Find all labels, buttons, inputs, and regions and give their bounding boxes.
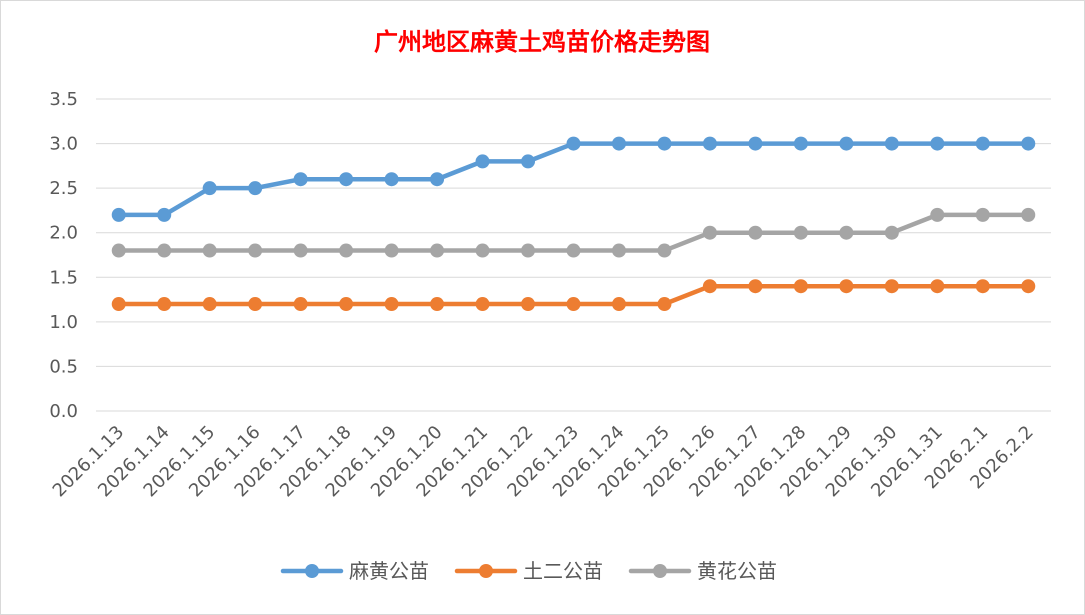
data-point[interactable] (702, 136, 717, 151)
y-axis-ticks: 0.0 0.5 1.0 1.5 2.0 2.5 3.0 3.5 (49, 89, 78, 422)
y-tick-label: 1.0 (49, 312, 78, 333)
data-point[interactable] (384, 172, 399, 187)
y-tick-label: 3.5 (49, 89, 78, 110)
data-point[interactable] (657, 243, 672, 258)
data-point[interactable] (248, 181, 263, 196)
data-point[interactable] (339, 297, 354, 312)
data-point[interactable] (1021, 207, 1036, 222)
y-tick-label: 2.5 (49, 178, 78, 199)
data-point[interactable] (430, 297, 445, 312)
data-point[interactable] (430, 243, 445, 258)
data-point[interactable] (793, 225, 808, 240)
series-layer (111, 136, 1036, 312)
data-point[interactable] (293, 243, 308, 258)
data-point[interactable] (611, 297, 626, 312)
data-point[interactable] (839, 225, 854, 240)
x-axis-ticks: 2026.1.132026.1.142026.1.152026.1.162026… (49, 422, 1038, 502)
series-1 (111, 136, 1036, 222)
data-point[interactable] (839, 136, 854, 151)
data-point[interactable] (975, 136, 990, 151)
data-point[interactable] (748, 225, 763, 240)
data-point[interactable] (748, 279, 763, 294)
data-point[interactable] (339, 243, 354, 258)
series-2 (111, 279, 1036, 312)
data-point[interactable] (748, 136, 763, 151)
data-point[interactable] (793, 279, 808, 294)
legend-label: 土二公苗 (523, 559, 603, 583)
data-point[interactable] (566, 243, 581, 258)
data-point[interactable] (384, 243, 399, 258)
data-point[interactable] (884, 136, 899, 151)
data-point[interactable] (202, 297, 217, 312)
data-point[interactable] (475, 243, 490, 258)
data-point[interactable] (930, 279, 945, 294)
data-point[interactable] (157, 207, 172, 222)
data-point[interactable] (611, 243, 626, 258)
data-point[interactable] (248, 243, 263, 258)
data-point[interactable] (430, 172, 445, 187)
data-point[interactable] (566, 297, 581, 312)
data-point[interactable] (293, 297, 308, 312)
legend-item[interactable]: 黄花公苗 (628, 559, 777, 583)
y-tick-label: 2.0 (49, 223, 78, 244)
data-point[interactable] (884, 279, 899, 294)
data-point[interactable] (657, 297, 672, 312)
data-point[interactable] (521, 243, 536, 258)
data-point[interactable] (930, 207, 945, 222)
y-tick-label: 3.0 (49, 134, 78, 155)
data-point[interactable] (293, 172, 308, 187)
legend[interactable]: 麻黄公苗 土二公苗 黄花公苗 (280, 559, 777, 583)
y-tick-label: 1.5 (49, 267, 78, 288)
data-point[interactable] (975, 207, 990, 222)
legend-swatch-marker (305, 564, 319, 578)
data-point[interactable] (521, 154, 536, 169)
series-3 (111, 207, 1036, 258)
chart-title: 广州地区麻黄土鸡苗价格走势图 (374, 28, 710, 56)
data-point[interactable] (202, 243, 217, 258)
data-point[interactable] (111, 297, 126, 312)
data-point[interactable] (475, 154, 490, 169)
data-point[interactable] (157, 297, 172, 312)
data-point[interactable] (111, 207, 126, 222)
data-point[interactable] (384, 297, 399, 312)
legend-item[interactable]: 土二公苗 (454, 559, 603, 583)
data-point[interactable] (111, 243, 126, 258)
data-point[interactable] (793, 136, 808, 151)
data-point[interactable] (702, 225, 717, 240)
legend-label: 黄花公苗 (697, 559, 777, 583)
y-tick-label: 0.0 (49, 401, 78, 422)
data-point[interactable] (930, 136, 945, 151)
data-point[interactable] (339, 172, 354, 187)
data-point[interactable] (521, 297, 536, 312)
data-point[interactable] (475, 297, 490, 312)
data-point[interactable] (1021, 279, 1036, 294)
data-point[interactable] (657, 136, 672, 151)
y-tick-label: 0.5 (49, 356, 78, 377)
data-point[interactable] (975, 279, 990, 294)
data-point[interactable] (248, 297, 263, 312)
legend-swatch-marker (479, 564, 493, 578)
data-point[interactable] (611, 136, 626, 151)
data-point[interactable] (839, 279, 854, 294)
legend-item[interactable]: 麻黄公苗 (280, 559, 429, 583)
series-line (116, 141, 1031, 218)
data-point[interactable] (884, 225, 899, 240)
data-point[interactable] (702, 279, 717, 294)
data-point[interactable] (202, 181, 217, 196)
legend-label: 麻黄公苗 (349, 559, 429, 583)
data-point[interactable] (566, 136, 581, 151)
legend-swatch-marker (653, 564, 667, 578)
data-point[interactable] (1021, 136, 1036, 151)
data-point[interactable] (157, 243, 172, 258)
